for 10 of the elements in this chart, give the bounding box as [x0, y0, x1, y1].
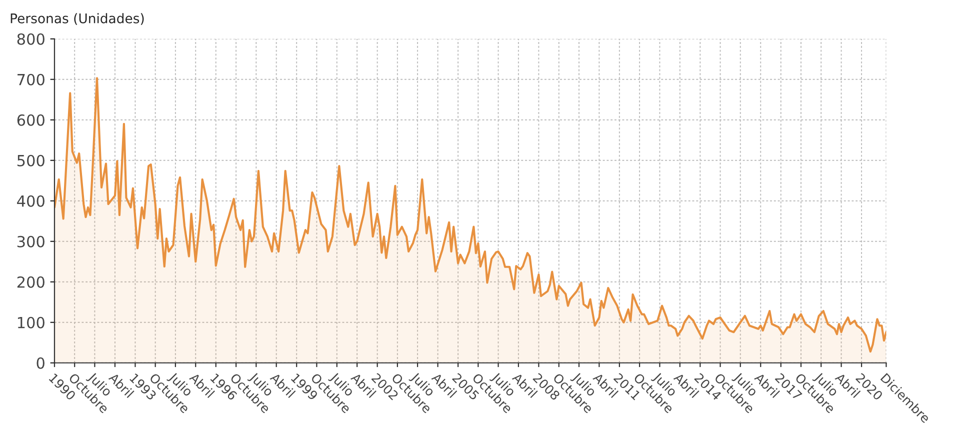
y-tick-label: 200	[17, 276, 44, 288]
y-axis-title: Personas (Unidades)	[10, 13, 144, 25]
y-tick-label: 500	[17, 154, 44, 166]
y-tick-label: 400	[17, 195, 44, 207]
y-tick-label: 600	[17, 114, 44, 126]
y-tick-label: 700	[18, 74, 44, 86]
y-tick-label: 0	[36, 357, 44, 369]
y-tick-label: 300	[17, 236, 44, 248]
y-tick-label: 100	[18, 316, 44, 328]
y-tick-label: 800	[17, 33, 44, 45]
